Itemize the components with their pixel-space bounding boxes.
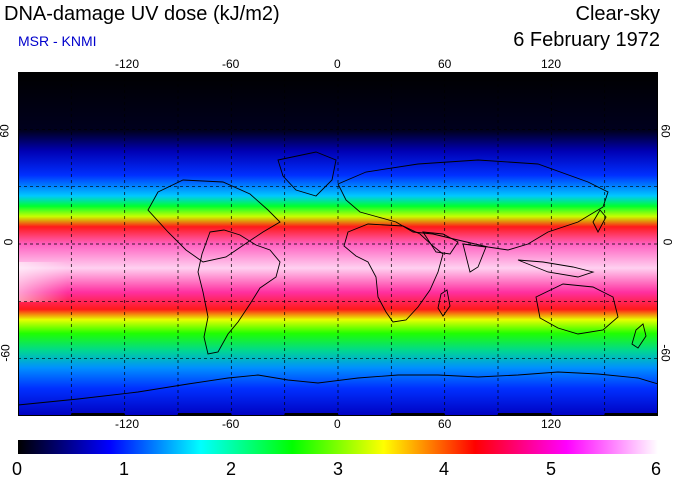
lon-tick-top-minus120: -120 bbox=[115, 57, 140, 71]
lat-tick-left-0: 0 bbox=[1, 238, 16, 246]
lat-lon-grid bbox=[18, 72, 658, 416]
lat-tick-right-0: 0 bbox=[660, 238, 675, 246]
colorbar-label-4: 4 bbox=[439, 459, 450, 479]
colorbar-label-6: 6 bbox=[651, 459, 662, 479]
coastlines bbox=[18, 151, 658, 406]
lat-tick-right-minus60: -60 bbox=[658, 344, 673, 362]
lat-tick-left-60: 60 bbox=[0, 124, 12, 138]
coastline-madagascar bbox=[437, 289, 451, 317]
lon-tick-bottom-minus60: -60 bbox=[222, 417, 240, 431]
coastline-new-zealand bbox=[631, 323, 647, 349]
coastline-north-america bbox=[147, 179, 281, 263]
colorbar-label-5: 5 bbox=[546, 459, 557, 479]
coastline-japan bbox=[592, 209, 607, 233]
missing-data-patch bbox=[18, 262, 68, 302]
colorbar bbox=[18, 440, 658, 454]
coastline-south-america bbox=[197, 229, 281, 355]
coastline-africa bbox=[343, 223, 444, 323]
lon-tick-top-0: 0 bbox=[334, 57, 341, 71]
figure-subtitle: MSR - KNMI bbox=[18, 33, 97, 49]
coastline-antarctica bbox=[18, 371, 658, 406]
lon-tick-top-60: 60 bbox=[438, 57, 452, 71]
colorbar-label-2: 2 bbox=[226, 459, 237, 479]
colorbar-label-1: 1 bbox=[119, 459, 130, 479]
lat-tick-left-minus60: -60 bbox=[0, 344, 13, 362]
lon-tick-bottom-0: 0 bbox=[334, 417, 341, 431]
map-frame bbox=[18, 72, 658, 416]
coastline-australia bbox=[535, 283, 619, 335]
date-label: 6 February 1972 bbox=[513, 29, 660, 51]
sky-condition-label: Clear-sky bbox=[575, 3, 660, 25]
coastline-indonesia bbox=[517, 259, 595, 278]
coastline-greenland bbox=[277, 151, 337, 197]
lon-tick-bottom-minus120: -120 bbox=[115, 417, 140, 431]
lon-tick-top-120: 120 bbox=[541, 57, 562, 71]
figure-title: DNA-damage UV dose (kJ/m2) bbox=[4, 3, 280, 25]
lon-tick-bottom-60: 60 bbox=[438, 417, 452, 431]
coastline-arabia bbox=[422, 231, 459, 255]
coastline-india bbox=[462, 243, 487, 273]
axis-frame-checkers bbox=[71, 72, 658, 416]
lat-tick-right-60: 60 bbox=[658, 124, 673, 138]
colorbar-label-3: 3 bbox=[333, 459, 344, 479]
lon-tick-bottom-120: 120 bbox=[541, 417, 562, 431]
uv-dose-world-map bbox=[18, 72, 658, 416]
colorbar-label-0: 0 bbox=[12, 459, 23, 479]
lon-tick-top-minus60: -60 bbox=[222, 57, 240, 71]
